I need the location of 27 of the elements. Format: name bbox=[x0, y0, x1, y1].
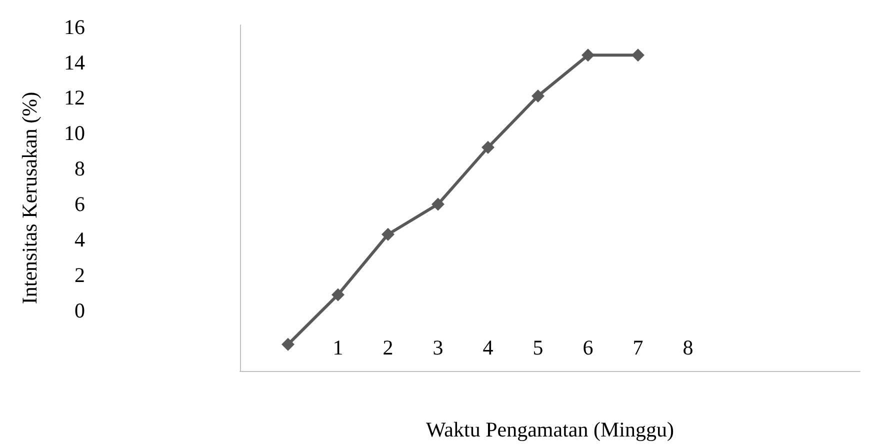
x-axis-title: Waktu Pengamatan (Minggu) bbox=[426, 418, 674, 442]
point bbox=[432, 198, 444, 211]
point bbox=[482, 140, 494, 154]
y-tick-label: 2 bbox=[74, 263, 85, 288]
x-tick-label: 5 bbox=[532, 336, 544, 360]
point bbox=[632, 48, 644, 62]
x-tick-label: 8 bbox=[682, 336, 694, 360]
y-tick-label: 14 bbox=[64, 50, 86, 74]
y-tick-label: 16 bbox=[64, 14, 85, 39]
x-tick-label: 4 bbox=[482, 336, 494, 360]
x-tick-label: 1 bbox=[332, 336, 344, 360]
y-tick-label: 4 bbox=[74, 228, 86, 252]
point bbox=[382, 228, 394, 241]
y-tick-label: 6 bbox=[74, 192, 85, 216]
point bbox=[282, 338, 294, 351]
point bbox=[332, 288, 344, 302]
y-tick-label: 12 bbox=[64, 86, 85, 110]
x-tick-label: 6 bbox=[582, 336, 594, 360]
point bbox=[532, 89, 544, 102]
point bbox=[582, 48, 594, 62]
x-tick-label: 7 bbox=[632, 336, 644, 360]
y-tick-label: 10 bbox=[64, 121, 85, 146]
y-tick-label: 8 bbox=[74, 156, 85, 181]
x-tick-label: 2 bbox=[382, 336, 394, 360]
y-axis-title: Intensitas Kerusakan (%) bbox=[18, 92, 42, 304]
y-tick-label: 0 bbox=[74, 298, 85, 323]
x-tick-label: 3 bbox=[432, 336, 444, 360]
